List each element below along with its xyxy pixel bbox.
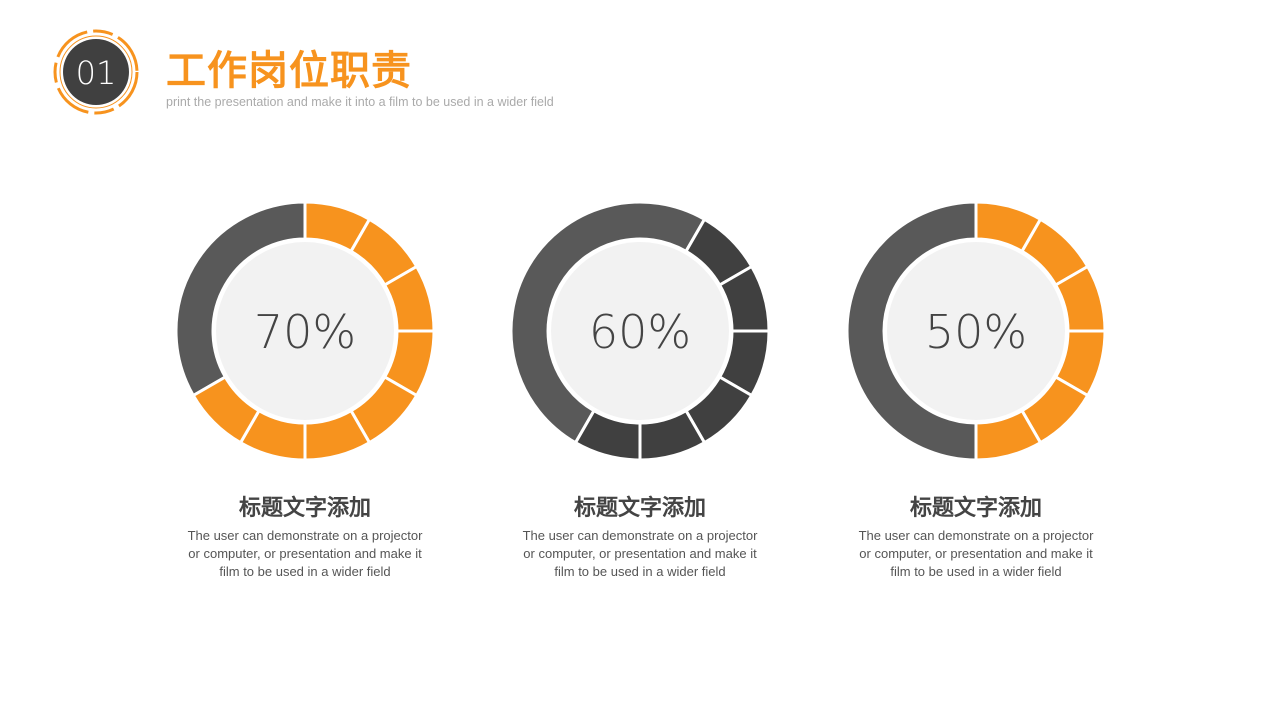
donut-center [887,242,1065,420]
chart-title: 标题文字添加 [238,496,371,521]
donut-center [551,242,729,420]
donut-ring [845,200,1107,462]
page-title: 工作岗位职责 [166,48,412,94]
percent-label: 70% [253,305,357,359]
donut-center [216,242,394,420]
value-segment [573,408,642,462]
chart-title: 标题文字添加 [909,496,1042,521]
donut-ring [509,200,771,462]
percent-label: 60% [588,305,692,359]
value-segment [974,408,1043,462]
chart-description: The user can demonstrate on a projector … [858,528,1094,579]
percent-label: 50% [924,305,1028,359]
donut-ring [174,200,436,462]
chart-title: 标题文字添加 [573,496,706,521]
section-number-badge: 01 [53,29,139,115]
chart-description: The user can demonstrate on a projector … [522,528,758,579]
value-segment [191,374,262,445]
remaining-arc [509,200,707,445]
chart-description: The user can demonstrate on a projector … [187,528,423,579]
section-number: 01 [76,54,117,92]
page-subtitle: print the presentation and make it into … [166,95,554,109]
remaining-arc [845,200,978,462]
